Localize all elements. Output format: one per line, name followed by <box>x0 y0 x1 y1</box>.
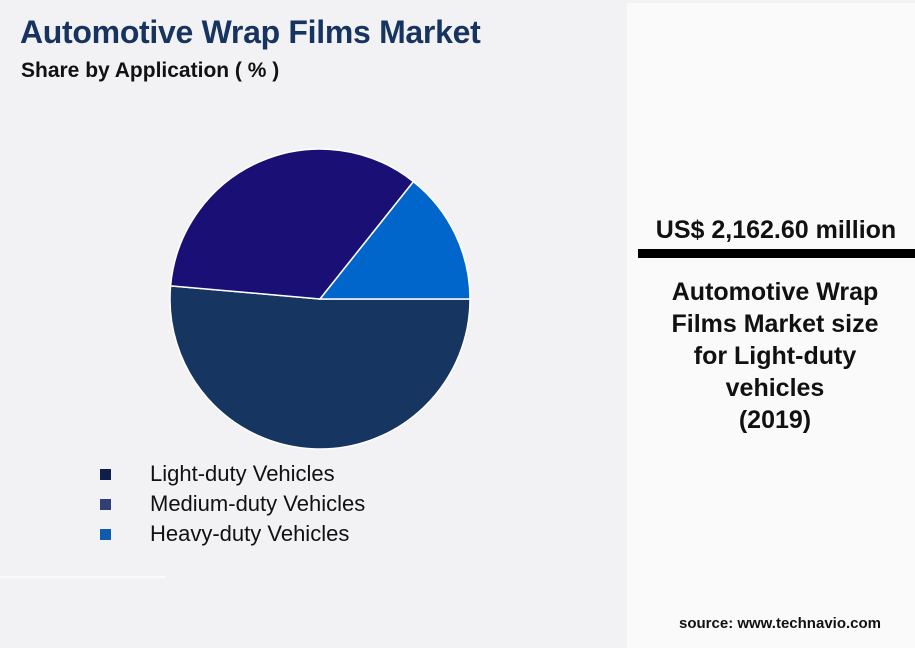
legend-label: Light-duty Vehicles <box>150 461 335 486</box>
market-size-panel: US$ 2,162.60 million Automotive Wrap Fil… <box>627 3 915 648</box>
market-value: US$ 2,162.60 million <box>655 216 897 244</box>
pie-slice-medium-duty-vehicles <box>169 148 415 300</box>
divider <box>0 576 165 578</box>
description-line: Automotive Wrap <box>671 278 879 306</box>
pie-slice-heavy-duty-vehicles <box>318 180 471 300</box>
pie-chart-svg <box>169 148 471 450</box>
chart-subtitle: Share by Application ( % ) <box>21 59 280 82</box>
pie-chart <box>169 148 471 450</box>
source-credit: source: www.technavio.com <box>679 615 881 632</box>
legend-swatch-icon <box>100 499 111 510</box>
legend-label: Heavy-duty Vehicles <box>150 521 350 546</box>
description-line: for Light-duty <box>693 342 857 370</box>
market-description: Automotive Wrap Films Market size for Li… <box>627 276 915 436</box>
legend-label: Medium-duty Vehicles <box>150 491 366 516</box>
description-line: vehicles <box>725 374 825 402</box>
pie-slice-light-duty-vehicles <box>169 285 471 450</box>
description-line: (2019) <box>738 406 812 434</box>
description-line: Films Market size <box>671 310 879 338</box>
legend-swatch-icon <box>100 529 111 540</box>
chart-title: Automotive Wrap Films Market <box>20 14 481 50</box>
divider-rule <box>638 249 915 258</box>
legend-swatch-icon <box>100 469 111 480</box>
